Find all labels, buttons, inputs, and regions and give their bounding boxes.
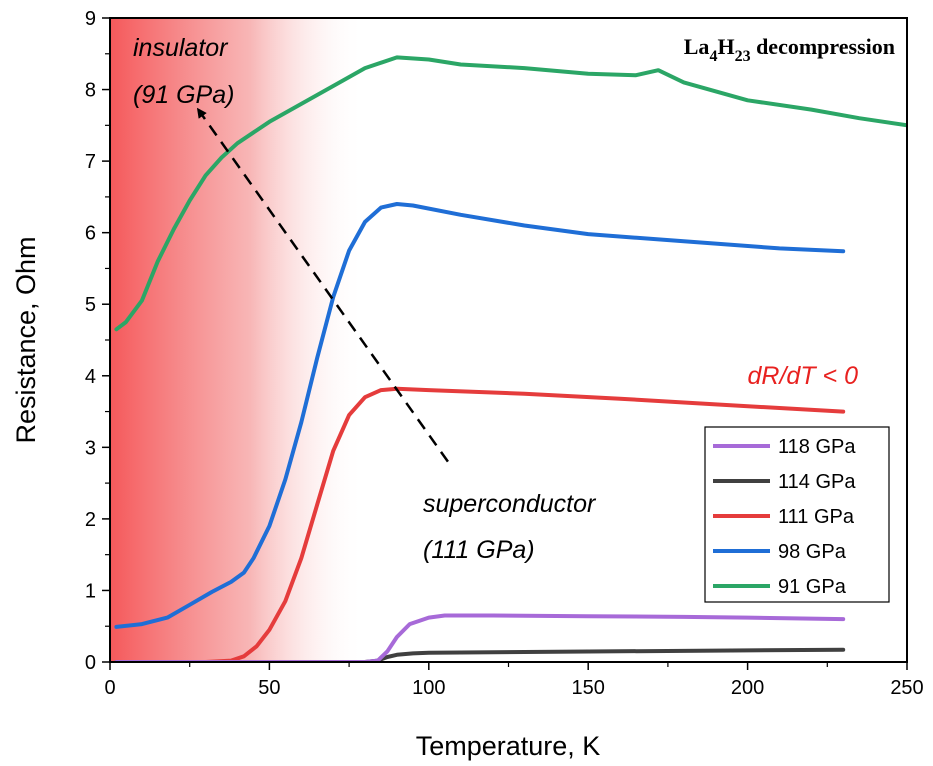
y-axis-title: Resistance, Ohm [11, 236, 41, 443]
series-line-111-gpa [114, 386, 846, 662]
annotation-insulator: insulator [133, 34, 229, 62]
chart-title: La4H23 decompression [684, 34, 895, 65]
x-tick-label: 100 [412, 677, 445, 699]
y-tick-label: 0 [85, 652, 96, 674]
annotation-superconductor: superconductor [423, 490, 597, 518]
legend-label: 111 GPa [778, 506, 855, 528]
x-tick-label: 200 [731, 677, 764, 699]
insulating-region-shading [110, 18, 366, 662]
y-tick-label: 7 [85, 151, 96, 173]
legend: 118 GPa 114 GPa 111 GPa 98 GPa 91 GPa [704, 426, 890, 603]
series-line-91-gpa [114, 55, 907, 332]
y-tick-label: 4 [85, 366, 96, 388]
annotation-drdt: dR/dT < 0 [748, 362, 859, 390]
dashed-arrow [196, 107, 449, 463]
ticks-layer: 0 50 100 150 200 250 0 1 2 3 4 5 6 7 8 9 [85, 8, 924, 699]
x-axis-title: Temperature, K [416, 731, 601, 761]
y-tick-label: 6 [85, 223, 96, 245]
legend-items: 118 GPa 114 GPa 111 GPa 98 GPa 91 GPa [713, 436, 856, 598]
legend-label: 98 GPa [778, 541, 847, 563]
y-tick-label: 5 [85, 294, 96, 316]
x-tick-label: 150 [572, 677, 605, 699]
y-tick-label: 3 [85, 437, 96, 459]
annotation-insulator-pressure: (91 GPa) [133, 81, 234, 109]
annotation-superconductor-pressure: (111 GPa) [423, 536, 535, 564]
legend-label: 118 GPa [778, 436, 856, 458]
x-tick-label: 250 [890, 677, 923, 699]
y-tick-label: 8 [85, 80, 96, 102]
legend-label: 91 GPa [778, 576, 847, 598]
y-tick-label: 1 [85, 580, 96, 602]
y-tick-label: 9 [85, 8, 96, 30]
series-line-98-gpa [114, 202, 846, 629]
series-line-118-gpa [114, 613, 846, 662]
x-tick-label: 50 [258, 677, 280, 699]
y-tick-label: 2 [85, 509, 96, 531]
legend-label: 114 GPa [778, 471, 856, 493]
x-tick-label: 0 [104, 677, 115, 699]
